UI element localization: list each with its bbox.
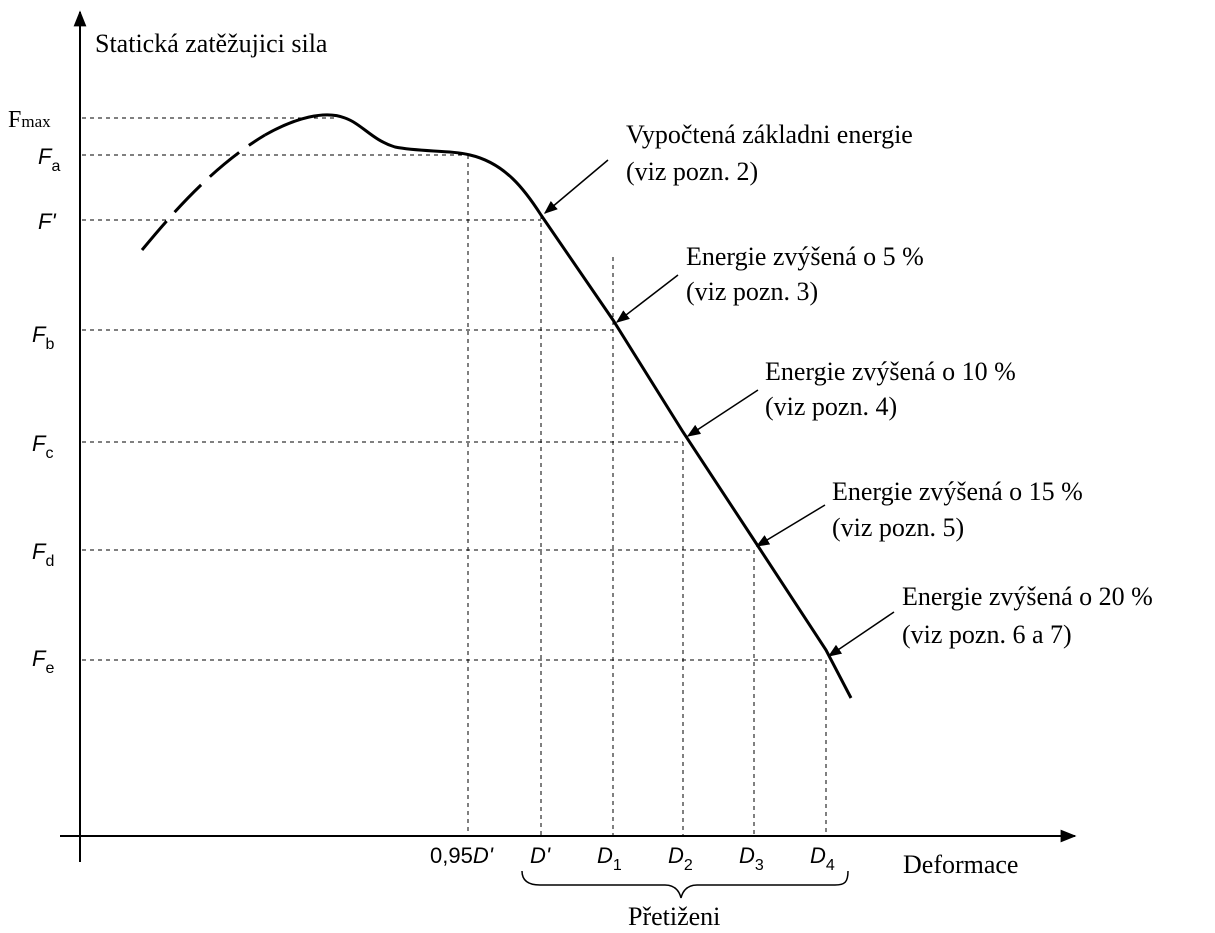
arrow-energy-15 [755, 504, 826, 547]
xtick-d1: D1 [597, 843, 622, 874]
annotation-energy-20: Energie zvýšená o 20 % (viz pozn. 6 a 7) [902, 582, 1153, 649]
xtick-d2: D2 [668, 843, 693, 874]
ytick-fc: Fc [32, 431, 53, 462]
annotation-energy-10: Energie zvýšená o 10 % (viz pozn. 4) [765, 357, 1016, 421]
x-axis-title: Deformace [903, 850, 1018, 879]
arrow-base-energy [543, 159, 609, 214]
annotation-energy-10-line2: (viz pozn. 4) [765, 392, 897, 421]
load-curve-dashed [140, 133, 266, 251]
overload-brace [521, 870, 849, 899]
xtick-d3: D3 [739, 843, 764, 874]
xtick-d095: 0,95D' [430, 843, 494, 868]
annotation-energy-15-line1: Energie zvýšená o 15 % [832, 477, 1083, 506]
annotation-energy-20-line1: Energie zvýšená o 20 % [902, 582, 1153, 611]
arrow-energy-20 [827, 611, 895, 657]
annotation-energy-5-line1: Energie zvýšená o 5 % [686, 242, 924, 271]
xtick-d4: D4 [810, 843, 835, 874]
annotation-energy-5: Energie zvýšená o 5 % (viz pozn. 3) [686, 242, 924, 306]
ytick-fb: Fb [32, 322, 54, 353]
annotation-energy-5-line2: (viz pozn. 3) [686, 277, 818, 306]
annotation-energy-10-line1: Energie zvýšená o 10 % [765, 357, 1016, 386]
ytick-fa: Fa [38, 144, 60, 175]
arrow-energy-5 [615, 274, 679, 323]
ytick-fd: Fd [32, 539, 54, 570]
load-curve [264, 113, 853, 699]
ytick-fprime: F' [38, 209, 56, 234]
annotation-energy-15-line2: (viz pozn. 5) [832, 513, 964, 542]
y-axis-title: Statická zatěžujici sila [95, 29, 328, 58]
annotation-base-energy-line2: (viz pozn. 2) [626, 157, 758, 186]
arrow-energy-10 [686, 389, 759, 437]
annotation-base-energy-line1: Vypočtená základni energie [626, 120, 913, 149]
annotation-base-energy: Vypočtená základni energie (viz pozn. 2) [626, 120, 913, 186]
overload-label: Přetiženi [628, 902, 720, 931]
xtick-dprime: D' [530, 843, 551, 868]
annotation-energy-15: Energie zvýšená o 15 % (viz pozn. 5) [832, 477, 1083, 542]
ytick-fe: Fe [32, 646, 54, 677]
ytick-fmax: Fmax [8, 107, 51, 133]
annotation-energy-20-line2: (viz pozn. 6 a 7) [902, 620, 1072, 649]
